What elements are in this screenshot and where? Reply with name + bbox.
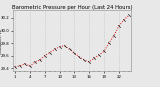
Text: Milwaukee, WI: Milwaukee, WI bbox=[0, 28, 3, 54]
Title: Barometric Pressure per Hour (Last 24 Hours): Barometric Pressure per Hour (Last 24 Ho… bbox=[12, 5, 132, 10]
